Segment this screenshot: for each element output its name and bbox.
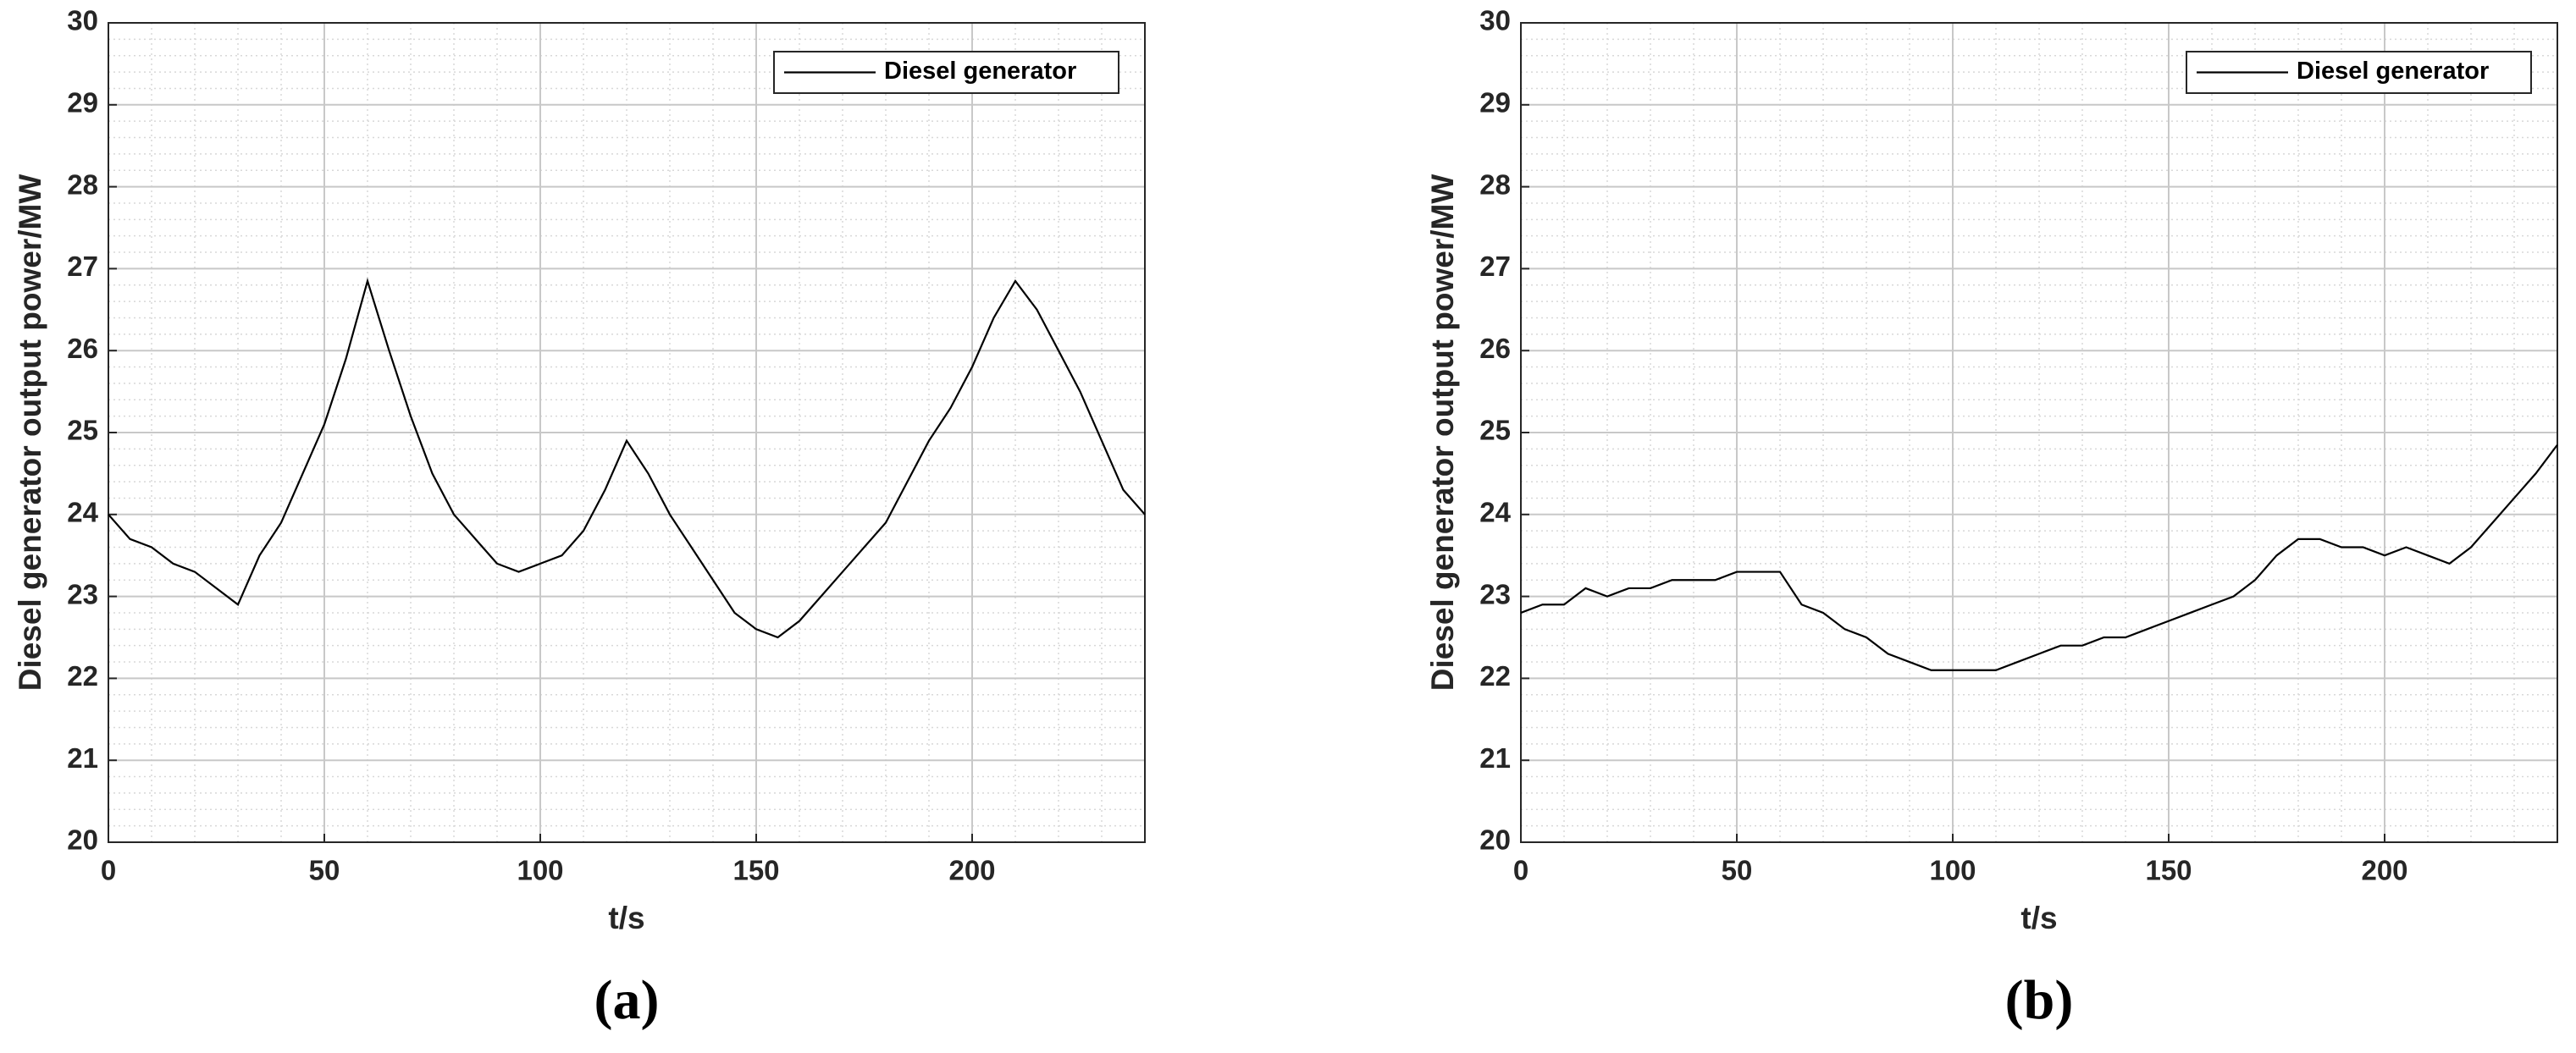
x-tick-label: 100: [1929, 855, 1976, 886]
y-tick-label: 23: [1479, 578, 1511, 609]
y-axis-label: Diesel generator output power/MW: [1425, 174, 1460, 692]
y-tick-label: 28: [67, 168, 98, 200]
axes-box: [108, 22, 1146, 843]
y-tick-label: 26: [1479, 333, 1511, 364]
y-tick-label: 26: [67, 333, 98, 364]
data-line: [1520, 444, 2558, 671]
y-tick-label: 24: [1479, 497, 1511, 528]
y-tick-label: 25: [1479, 415, 1511, 446]
y-tick-label: 29: [67, 87, 98, 119]
x-axis-label: t/s: [608, 901, 644, 935]
y-tick-label: 30: [1479, 5, 1511, 36]
y-axis-label: Diesel generator output power/MW: [13, 174, 47, 692]
x-axis-label: t/s: [2020, 901, 2057, 935]
x-tick-label: 50: [1722, 855, 1753, 886]
legend-label: Diesel generator: [884, 58, 1076, 85]
x-tick-label: 0: [1513, 855, 1528, 886]
panel-label: (b): [2005, 969, 2074, 1031]
x-tick-label: 0: [101, 855, 116, 886]
panel-label: (a): [594, 969, 660, 1031]
y-tick-label: 20: [1479, 824, 1511, 856]
y-tick-label: 24: [67, 497, 98, 528]
y-tick-label: 22: [1479, 660, 1511, 692]
y-tick-label: 23: [67, 578, 98, 609]
x-tick-label: 200: [2361, 855, 2407, 886]
x-tick-label: 50: [309, 855, 340, 886]
y-tick-label: 22: [67, 660, 98, 692]
legend-label: Diesel generator: [2297, 58, 2489, 85]
x-tick-label: 200: [948, 855, 995, 886]
y-tick-label: 27: [67, 251, 98, 282]
x-tick-label: 100: [517, 855, 563, 886]
y-tick-label: 30: [67, 5, 98, 36]
x-tick-label: 150: [2145, 855, 2192, 886]
axes-box: [1520, 22, 2558, 843]
y-tick-label: 21: [67, 742, 98, 774]
y-tick-label: 20: [67, 824, 98, 856]
y-tick-label: 27: [1479, 251, 1511, 282]
x-tick-label: 150: [732, 855, 779, 886]
y-tick-label: 28: [1479, 168, 1511, 200]
y-tick-label: 29: [1479, 87, 1511, 119]
y-tick-label: 21: [1479, 742, 1511, 774]
y-tick-label: 25: [67, 415, 98, 446]
data-line: [108, 278, 1146, 639]
